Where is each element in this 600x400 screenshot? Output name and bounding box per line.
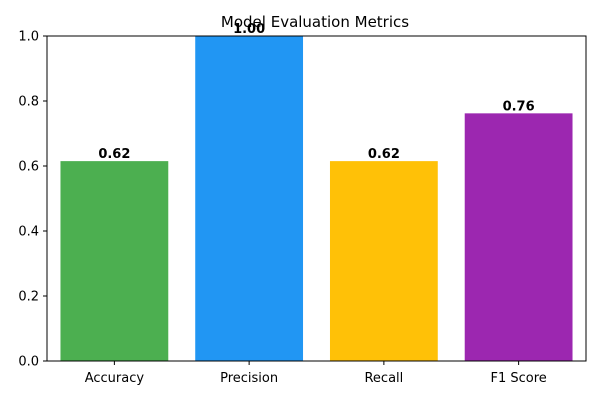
data-labels-group: 0.62 1.00 0.62 0.76 xyxy=(98,22,534,162)
x-tick-label: Accuracy xyxy=(85,371,145,386)
x-axis: Accuracy Precision Recall F1 Score xyxy=(85,361,547,386)
x-tick-label: F1 Score xyxy=(490,371,546,386)
plot-frame xyxy=(46,35,587,362)
x-tick-label: Precision xyxy=(220,371,278,386)
y-tick-label: 0.6 xyxy=(18,160,39,175)
y-tick-label: 0.4 xyxy=(18,225,39,240)
data-label-recall: 0.62 xyxy=(368,147,400,162)
data-label-precision: 1.00 xyxy=(233,22,265,37)
data-label-f1-score: 0.76 xyxy=(503,99,535,114)
y-tick-label: 1.0 xyxy=(18,30,39,45)
bar-recall xyxy=(329,161,438,361)
y-tick-label: 0.0 xyxy=(18,355,39,370)
chart-title: Model Evaluation Metrics xyxy=(221,13,409,31)
y-tick-label: 0.8 xyxy=(18,95,39,110)
y-tick-label: 0.2 xyxy=(18,290,39,305)
bar-accuracy xyxy=(60,161,169,361)
bar-f1-score xyxy=(464,113,573,361)
bars-group xyxy=(60,36,573,361)
data-label-accuracy: 0.62 xyxy=(98,147,130,162)
bar-precision xyxy=(195,36,304,361)
x-tick-label: Recall xyxy=(364,371,403,386)
y-axis: 0.0 0.2 0.4 0.6 0.8 1.0 xyxy=(18,30,47,370)
